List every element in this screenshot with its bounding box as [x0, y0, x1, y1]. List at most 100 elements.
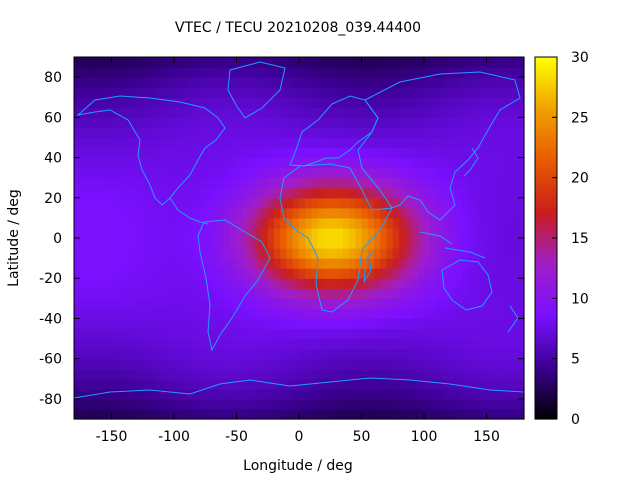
heatmap-cell	[105, 248, 113, 259]
heatmap-cell	[205, 137, 213, 149]
heatmap-cell	[480, 278, 488, 289]
heatmap-cell	[142, 258, 150, 269]
heatmap-cell	[430, 238, 438, 249]
heatmap-cell	[255, 258, 263, 269]
heatmap-cell	[180, 248, 188, 259]
heatmap-cell	[430, 248, 438, 259]
heatmap-cell	[380, 368, 388, 380]
heatmap-cell	[330, 217, 338, 229]
heatmap-cell	[342, 398, 350, 410]
heatmap-cell	[299, 338, 306, 350]
heatmap-cell	[174, 87, 181, 98]
heatmap-cell	[149, 268, 156, 279]
heatmap-cell	[299, 358, 306, 370]
heatmap-cell	[111, 207, 119, 219]
heatmap-cell	[192, 388, 200, 400]
heatmap-cell	[199, 167, 206, 179]
heatmap-cell	[111, 77, 119, 88]
heatmap-cell	[255, 157, 263, 169]
heatmap-cell	[386, 398, 394, 410]
colorbar-segment	[535, 253, 557, 257]
heatmap-cell	[367, 328, 375, 340]
heatmap-cell	[399, 298, 406, 309]
heatmap-cell	[255, 388, 263, 400]
heatmap-cell	[380, 97, 388, 108]
heatmap-cell	[317, 157, 325, 169]
heatmap-cell	[242, 187, 250, 199]
heatmap-cell	[211, 67, 219, 78]
heatmap-cell	[467, 408, 475, 420]
heatmap-cell	[436, 378, 444, 390]
heatmap-cell	[124, 398, 131, 410]
heatmap-cell	[174, 248, 181, 259]
heatmap-cell	[330, 227, 338, 239]
heatmap-cell	[467, 288, 475, 299]
heatmap-cell	[199, 358, 206, 370]
heatmap-cell	[205, 227, 213, 239]
heatmap-cell	[442, 248, 450, 259]
heatmap-cell	[486, 238, 494, 249]
heatmap-cell	[280, 77, 288, 88]
heatmap-cell	[361, 338, 369, 350]
coastline-madagascar	[363, 250, 373, 283]
heatmap-cell	[474, 217, 481, 229]
heatmap-cell	[367, 177, 375, 189]
heatmap-cell	[449, 338, 456, 350]
heatmap-cell	[342, 127, 350, 139]
heatmap-cell	[474, 308, 481, 320]
heatmap-cell	[386, 197, 394, 209]
colorbar-segment	[535, 274, 557, 278]
heatmap-cell	[111, 187, 119, 199]
heatmap-cell	[467, 248, 475, 259]
heatmap-cell	[411, 57, 419, 68]
heatmap-cell	[324, 97, 331, 108]
heatmap-cell	[455, 77, 463, 88]
heatmap-cell	[92, 328, 100, 340]
colorbar-segment	[535, 271, 557, 275]
heatmap-cell	[430, 398, 438, 410]
heatmap-cell	[480, 248, 488, 259]
colorbar-segment	[535, 250, 557, 254]
heatmap-cell	[261, 117, 269, 128]
heatmap-cell	[342, 87, 350, 98]
heatmap-cell	[249, 328, 256, 340]
heatmap-cell	[236, 117, 244, 128]
heatmap-cell	[192, 398, 200, 410]
heatmap-cell	[286, 238, 294, 249]
heatmap-cell	[324, 147, 331, 159]
heatmap-cell	[211, 378, 219, 390]
heatmap-cell	[461, 368, 469, 380]
heatmap-cell	[80, 268, 88, 279]
heatmap-cell	[467, 398, 475, 410]
heatmap-cell	[236, 157, 244, 169]
heatmap-cell	[461, 167, 469, 179]
heatmap-cell	[480, 167, 488, 179]
heatmap-cell	[311, 67, 319, 78]
heatmap-cell	[467, 217, 475, 229]
heatmap-cell	[511, 197, 519, 209]
heatmap-cell	[249, 147, 256, 159]
heatmap-cell	[424, 207, 431, 219]
heatmap-cell	[255, 227, 263, 239]
heatmap-cell	[267, 278, 275, 289]
coastline-asia	[357, 71, 521, 221]
heatmap-cell	[380, 147, 388, 159]
heatmap-cell	[86, 298, 94, 309]
heatmap-cell	[117, 107, 125, 118]
heatmap-cell	[330, 117, 338, 128]
heatmap-cell	[280, 197, 288, 209]
colorbar-segment	[535, 358, 557, 363]
heatmap-cell	[136, 238, 144, 249]
heatmap-cell	[117, 288, 125, 299]
heatmap-cell	[161, 408, 169, 420]
heatmap-cell	[324, 388, 331, 400]
heatmap-cell	[111, 117, 119, 128]
heatmap-cell	[480, 157, 488, 169]
heatmap-cell	[267, 87, 275, 98]
heatmap-cell	[361, 388, 369, 400]
heatmap-cell	[330, 388, 338, 400]
heatmap-cell	[442, 358, 450, 370]
colorbar-segment	[535, 162, 557, 167]
heatmap-cell	[486, 57, 494, 68]
heatmap-cell	[280, 248, 288, 259]
